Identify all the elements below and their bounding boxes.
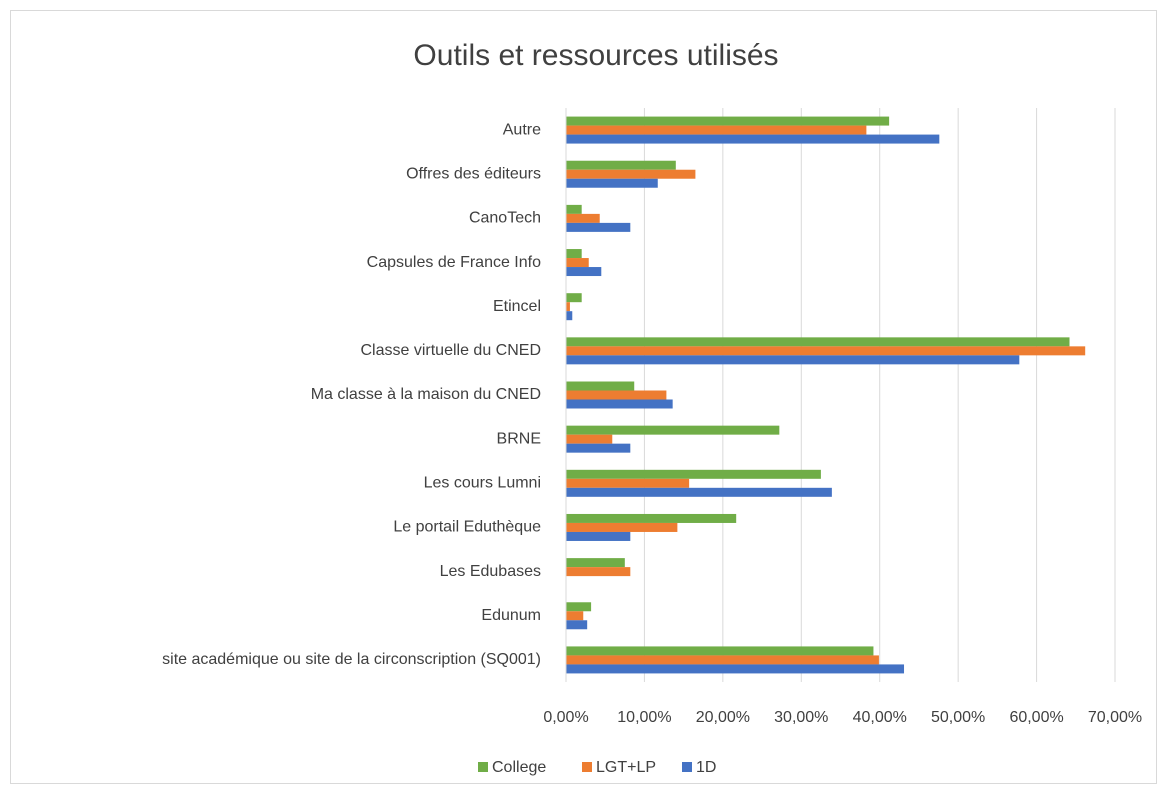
bar	[566, 160, 676, 170]
bar	[566, 399, 673, 409]
bar	[566, 434, 613, 444]
legend-swatch	[682, 762, 692, 772]
x-tick-label: 40,00%	[853, 709, 907, 726]
bar	[566, 116, 890, 126]
bar	[566, 222, 631, 232]
bar	[566, 125, 867, 135]
y-tick-label: Etincel	[493, 298, 541, 315]
y-tick-label: Classe virtuelle du CNED	[360, 342, 541, 359]
bar	[566, 390, 667, 400]
bar	[566, 602, 592, 612]
x-tick-label: 20,00%	[696, 709, 750, 726]
x-tick-label: 10,00%	[617, 709, 671, 726]
bar	[566, 249, 582, 259]
bar	[566, 478, 690, 488]
y-tick-label: Le portail Eduthèque	[393, 519, 541, 536]
bar	[566, 213, 600, 223]
bar	[566, 293, 582, 303]
bar	[566, 337, 1070, 347]
x-tick-label: 0,00%	[543, 709, 588, 726]
y-tick-label: BRNE	[497, 430, 541, 447]
bar	[566, 134, 940, 144]
bar	[566, 664, 905, 674]
bar	[566, 443, 631, 453]
bar	[566, 487, 832, 497]
y-tick-label: Offres des éditeurs	[406, 165, 541, 182]
bar	[566, 522, 678, 532]
y-tick-label: Autre	[503, 121, 541, 138]
bar	[566, 425, 780, 435]
x-tick-label: 30,00%	[774, 709, 828, 726]
chart-title: Outils et ressources utilisés	[413, 39, 778, 72]
legend-swatch	[478, 762, 488, 772]
bar	[566, 620, 588, 630]
bar	[566, 513, 737, 523]
y-tick-label: Les Edubases	[440, 563, 541, 580]
bar	[566, 611, 584, 621]
bar	[566, 302, 570, 312]
bar	[566, 258, 589, 268]
y-tick-label: Ma classe à la maison du CNED	[311, 386, 541, 403]
bar	[566, 646, 874, 656]
legend-label: LGT+LP	[596, 759, 656, 776]
y-tick-label: Edunum	[481, 607, 541, 624]
bar	[566, 178, 658, 188]
x-tick-label: 50,00%	[931, 709, 985, 726]
bar	[566, 381, 635, 391]
legend-label: 1D	[696, 759, 716, 776]
bar	[566, 469, 821, 479]
bar	[566, 204, 582, 214]
legend-label: College	[492, 759, 546, 776]
legend-swatch	[582, 762, 592, 772]
bar	[566, 558, 625, 568]
x-tick-label: 60,00%	[1009, 709, 1063, 726]
bar	[566, 355, 1020, 365]
x-tick-label: 70,00%	[1088, 709, 1142, 726]
bar	[566, 531, 631, 541]
bar	[566, 169, 696, 179]
y-tick-label: CanoTech	[469, 210, 541, 227]
bar	[566, 346, 1086, 356]
bar	[566, 567, 631, 577]
bar	[566, 267, 602, 277]
bar	[566, 311, 573, 321]
y-tick-label: site académique ou site de la circonscri…	[162, 651, 541, 668]
y-tick-label: Capsules de France Info	[367, 254, 541, 271]
bar	[566, 655, 879, 665]
y-tick-label: Les cours Lumni	[424, 475, 541, 492]
